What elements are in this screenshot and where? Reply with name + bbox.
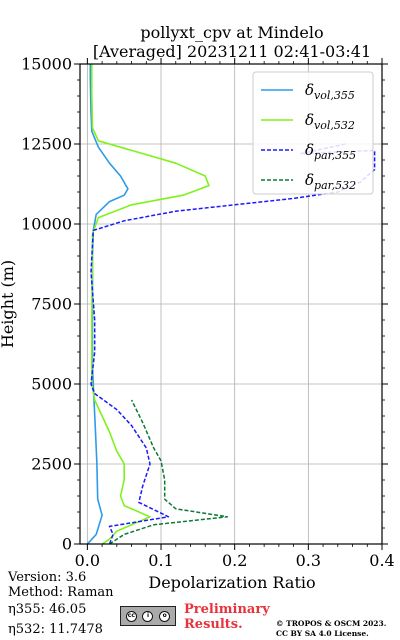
legend-box [252, 71, 374, 195]
legend: δvol,355 δvol,532 δpar,355 δpar,532 [252, 71, 374, 195]
copyright-notice: © TROPOS & OSCM 2023. CC BY SA 4.0 Licen… [276, 619, 400, 639]
y-axis-label: Height (m) [0, 260, 17, 348]
y-tick-label: 0 [62, 535, 72, 554]
legend-entry-label: δpar,355 [305, 141, 356, 162]
y-tick-label: 15000 [21, 55, 72, 74]
copyright-line1: © TROPOS & OSCM 2023. [276, 619, 387, 628]
x-tick-label: 0.0 [75, 551, 100, 570]
version-text: Version: 3.6 [8, 570, 87, 585]
y-tick-label: 5000 [31, 375, 72, 394]
legend-entry-label: δvol,355 [305, 81, 355, 102]
x-tick-label: 0.3 [296, 551, 321, 570]
legend-entry-label: δpar,532 [305, 171, 356, 192]
preliminary-results-text: Preliminary Results. [184, 602, 270, 632]
x-axis-label: Depolarization Ratio [148, 573, 315, 592]
series-line-vol-532 [91, 64, 210, 544]
x-tick-label: 0.2 [222, 551, 247, 570]
axis-ticks: 0.0 0.1 0.2 0.3 0.4 0 2500 5000 7500 10000 12500 15… [21, 55, 395, 571]
legend-entry-label: δvol,532 [305, 111, 355, 132]
series-line-vol-355 [86, 64, 129, 544]
cc-by-sa-license-icon: cc i o [120, 606, 176, 626]
share-alike-icon: o [159, 610, 171, 622]
series-line-par-355 [90, 143, 376, 544]
method-text: Method: Raman [8, 585, 114, 600]
x-tick-label: 0.4 [369, 551, 394, 570]
y-tick-label: 10000 [21, 215, 72, 234]
series-lines [86, 64, 376, 544]
eta532-row: η532: 11.7478 [8, 622, 103, 637]
y-tick-label: 2500 [31, 455, 72, 474]
series-line-par-532 [109, 399, 229, 544]
cc-icon: cc [125, 610, 137, 622]
eta532-label: η532: [8, 622, 45, 637]
x-tick-label: 0.1 [148, 551, 173, 570]
copyright-line2: CC BY SA 4.0 License. [276, 629, 369, 638]
chart-title-line1: pollyxt_cpv at Mindelo [140, 23, 323, 42]
eta355-label: η355: [8, 602, 45, 617]
chart-title-line2: [Averaged] 20231211 02:41-03:41 [93, 42, 371, 61]
eta532-value: 11.7478 [49, 622, 103, 637]
y-tick-label: 12500 [21, 135, 72, 154]
eta355-row: η355: 46.05 [8, 602, 86, 617]
y-tick-label: 7500 [31, 295, 72, 314]
attribution-icon: i [142, 610, 154, 622]
eta355-value: 46.05 [49, 602, 87, 617]
